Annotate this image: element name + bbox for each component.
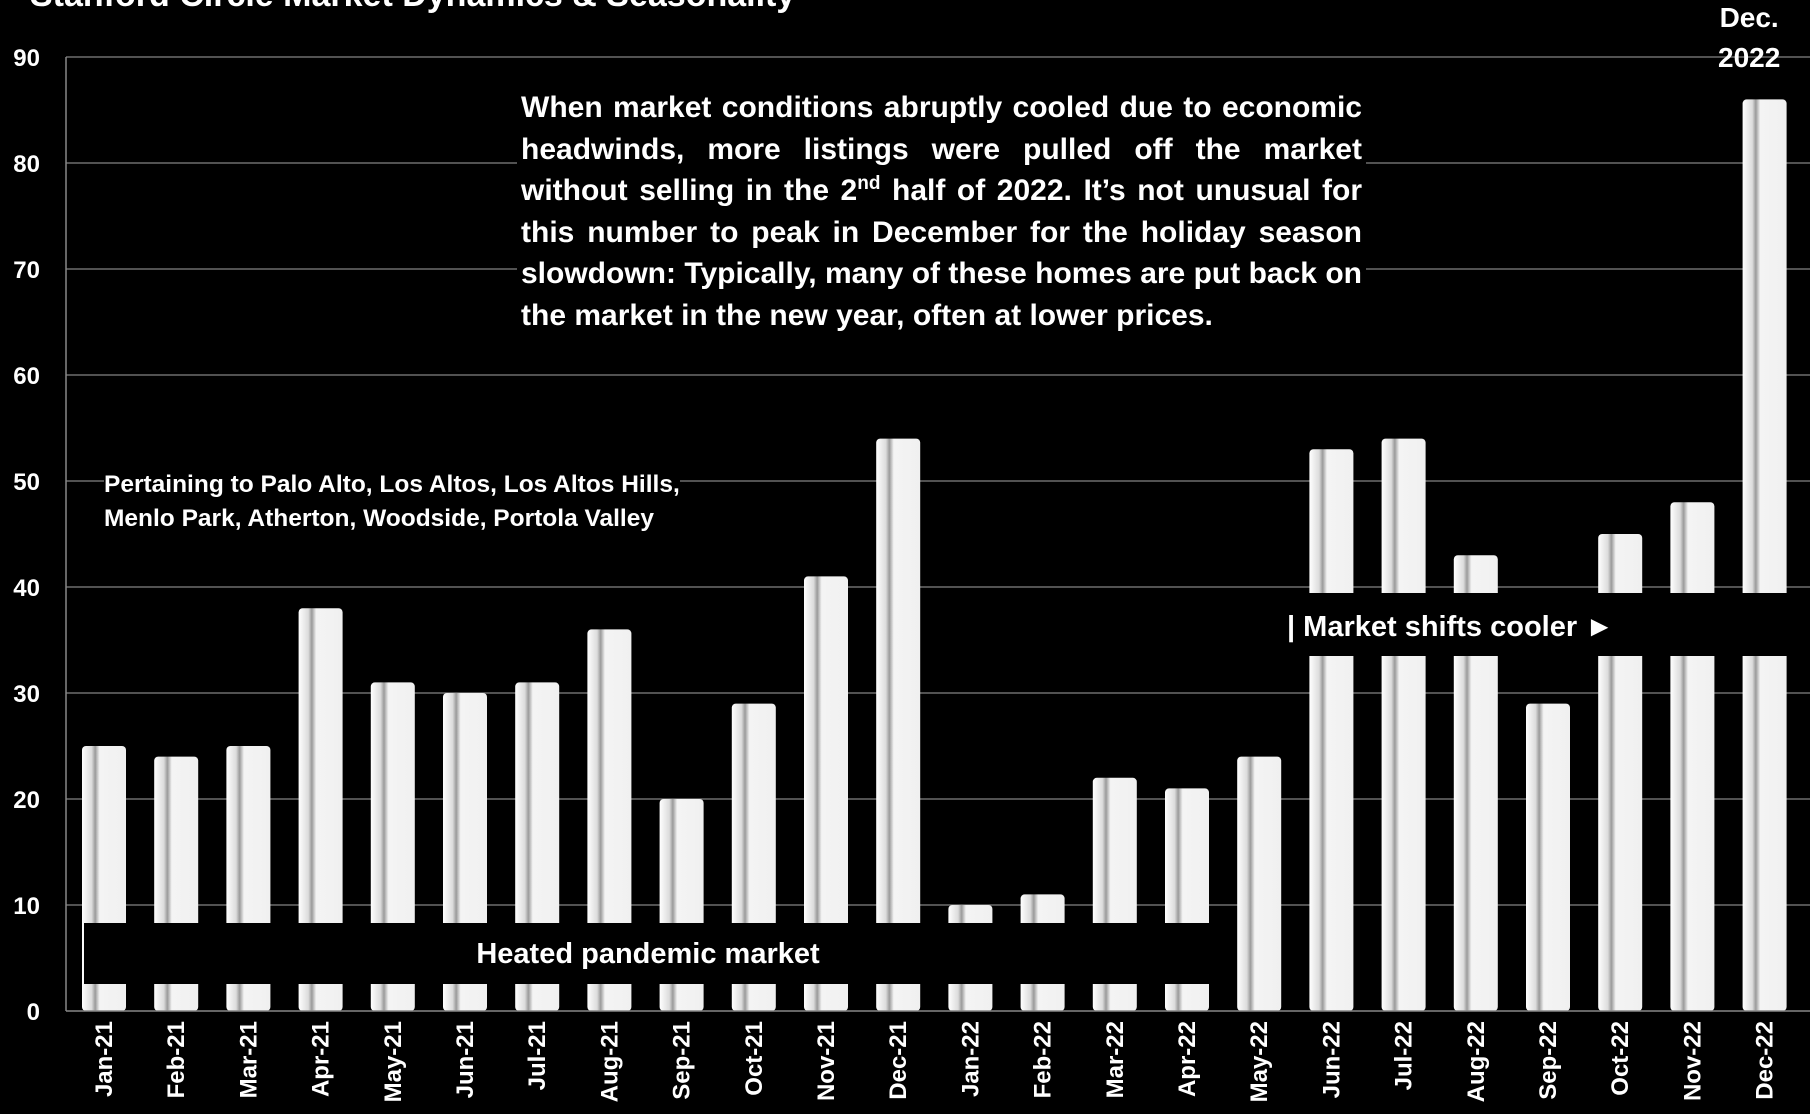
market-note-part2: half of 2022. It’s not unusual for this … (521, 174, 1362, 332)
x-tick-label: Jul-22 (1391, 1021, 1418, 1090)
x-tick-label: Dec-21 (885, 1021, 912, 1100)
y-tick-label: 30 (13, 681, 40, 708)
heated-band-label: Heated pandemic market (476, 938, 820, 970)
chart-title: Stanford Circle Market Dynamics & Season… (30, 0, 795, 15)
bar (1237, 756, 1282, 1011)
y-axis-ticks: 0 10 20 30 40 50 60 70 80 90 (13, 45, 40, 1026)
x-tick-label: Jun-22 (1318, 1021, 1345, 1098)
y-tick-label: 40 (13, 575, 40, 602)
bar (1742, 99, 1787, 1011)
y-tick-label: 50 (13, 469, 40, 496)
x-tick-label: Jan-22 (957, 1021, 984, 1097)
x-tick-label: Apr-22 (1174, 1021, 1201, 1097)
x-tick-label: Feb-22 (1030, 1021, 1057, 1098)
bar (1381, 438, 1426, 1012)
period-bands: Heated pandemic market | Market shifts c… (84, 593, 1810, 984)
region-note-line2: Menlo Park, Atherton, Woodside, Portola … (104, 505, 654, 532)
x-tick-label: Nov-22 (1679, 1021, 1706, 1101)
bar (1453, 555, 1498, 1011)
cooler-band-bg (1285, 593, 1810, 656)
x-tick-label: Mar-22 (1102, 1021, 1129, 1098)
y-tick-label: 90 (13, 45, 40, 72)
market-note-superscript: nd (857, 173, 881, 194)
x-axis-ticks: Jan-21 Feb-21 Mar-21 Apr-21 May-21 Jun-21 Jul-… (91, 1021, 1779, 1102)
x-tick-label: Nov-21 (813, 1021, 840, 1101)
x-tick-label: May-22 (1246, 1021, 1273, 1102)
bar (876, 438, 921, 1012)
y-tick-label: 60 (13, 363, 40, 390)
region-note: Pertaining to Palo Alto, Los Altos, Los … (104, 468, 680, 536)
x-tick-label: Apr-21 (308, 1021, 335, 1097)
cooler-band-label: | Market shifts cooler ► (1287, 611, 1614, 643)
market-note-part1: When market conditions abruptly cooled d… (521, 91, 1362, 207)
x-tick-label: Mar-21 (235, 1021, 262, 1098)
x-tick-label: Aug-21 (596, 1021, 623, 1102)
bar (1670, 502, 1715, 1011)
bar (804, 576, 848, 1011)
x-tick-label: Feb-21 (163, 1021, 190, 1098)
x-tick-label: Oct-21 (741, 1021, 768, 1096)
y-tick-label: 10 (13, 893, 40, 920)
y-tick-label: 0 (27, 999, 40, 1026)
y-tick-label: 80 (13, 151, 40, 178)
y-tick-label: 70 (13, 257, 40, 284)
x-tick-label: Jul-21 (524, 1021, 551, 1090)
bar (298, 608, 343, 1011)
bar (1309, 449, 1354, 1011)
x-tick-label: Jun-21 (452, 1021, 479, 1098)
x-tick-label: May-21 (380, 1021, 407, 1102)
x-tick-label: Sep-22 (1535, 1021, 1562, 1100)
bar (1526, 703, 1570, 1011)
heated-band-bg (84, 923, 1212, 984)
x-tick-label: Oct-22 (1607, 1021, 1634, 1096)
x-tick-label: Aug-22 (1463, 1021, 1490, 1102)
x-tick-label: Sep-21 (669, 1021, 696, 1100)
dec-2022-label: Dec. 2022 (1718, 0, 1780, 78)
y-tick-label: 20 (13, 787, 40, 814)
x-tick-label: Dec-22 (1752, 1021, 1779, 1100)
region-note-line1: Pertaining to Palo Alto, Los Altos, Los … (104, 471, 680, 498)
dec-label-line2: 2022 (1718, 42, 1781, 73)
dec-label-line1: Dec. (1719, 2, 1779, 33)
x-tick-label: Jan-21 (91, 1021, 118, 1097)
bar (587, 629, 632, 1011)
market-note: When market conditions abruptly cooled d… (517, 85, 1366, 338)
